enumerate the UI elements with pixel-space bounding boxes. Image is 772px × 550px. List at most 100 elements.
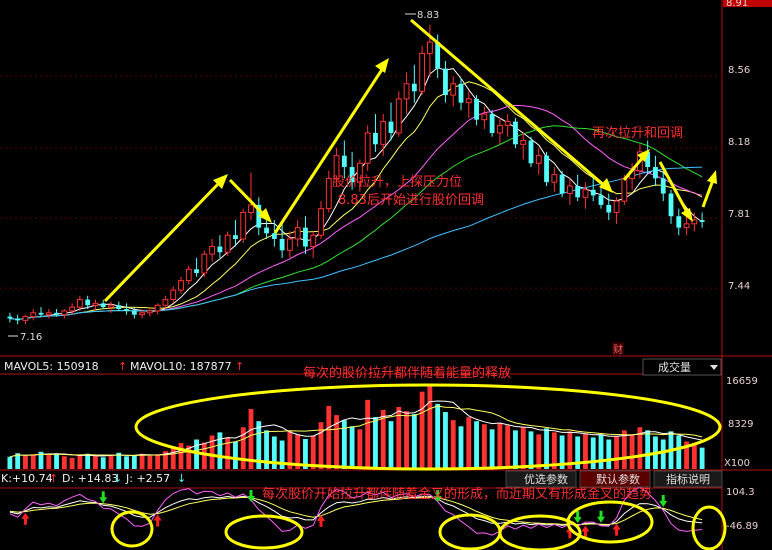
candle — [403, 72, 410, 115]
volume-bar — [645, 430, 651, 469]
volume-bar — [676, 435, 682, 469]
candle — [544, 151, 549, 186]
candle — [170, 286, 177, 304]
candle — [124, 303, 129, 315]
volume-bar — [435, 403, 441, 469]
up-arrow-icon: ↑ — [49, 472, 58, 485]
volume-bar — [209, 435, 215, 469]
candle — [465, 91, 472, 118]
indicator-select[interactable]: 成交量 — [642, 358, 722, 376]
candle — [668, 189, 674, 224]
kdj-j-line — [9, 486, 703, 536]
candle — [395, 91, 402, 137]
candle — [676, 208, 682, 236]
volume-bar — [69, 457, 75, 469]
low-price-label: 7.16 — [20, 332, 42, 343]
volume-bar — [583, 433, 588, 469]
tab-indicator-help[interactable]: 指标说明 — [653, 470, 723, 488]
volume-bar — [46, 454, 52, 469]
candle — [294, 220, 301, 247]
volume-bar — [684, 441, 689, 469]
volume-bar — [536, 434, 542, 469]
candle — [116, 301, 122, 311]
volume-bar — [544, 428, 549, 469]
arrow-dip-2 — [658, 161, 690, 215]
svg-text:指标说明: 指标说明 — [666, 472, 710, 486]
candle — [450, 76, 457, 107]
arrow-rally-3 — [622, 155, 646, 181]
volume-bar — [303, 438, 308, 469]
volume-bar — [15, 453, 21, 469]
volume-bar — [699, 447, 705, 469]
candle — [325, 170, 332, 213]
volume-bar — [310, 435, 316, 469]
volume-bar — [528, 431, 534, 469]
tab-optimized-params[interactable]: 优选参数 — [505, 470, 577, 488]
volume-tick: 8329 — [728, 419, 753, 430]
candle — [613, 197, 620, 224]
volume-unit: X100 — [724, 458, 750, 469]
candle — [496, 117, 503, 145]
indicator-select-value: 成交量 — [658, 360, 691, 374]
candle — [286, 231, 293, 258]
volume-bar — [419, 391, 425, 469]
candle — [271, 220, 277, 247]
high-low-labels: 8.83 7.16 财 — [8, 10, 624, 356]
candle — [69, 303, 76, 315]
volume-bar — [427, 384, 433, 469]
candle — [15, 314, 21, 325]
candle — [373, 114, 378, 152]
price-tick: 8.18 — [728, 137, 750, 148]
volume-bar — [341, 420, 347, 469]
annotation-rally-line2: 8.83后开始进行股价回调 — [338, 193, 484, 208]
annotation-volume: 每次的股价拉升都伴随着能量的释放 — [303, 365, 511, 381]
arrow-dip-1 — [228, 178, 268, 219]
golden-cross-arrow-icon — [612, 523, 621, 536]
golden-cross-arrow-icon — [21, 512, 30, 525]
golden-cross-arrow-icon — [317, 514, 325, 527]
volume-bar — [170, 447, 176, 469]
candle — [699, 212, 705, 228]
candle — [217, 235, 223, 258]
tab-default-params[interactable]: 默认参数 — [579, 470, 651, 488]
volume-bar — [23, 455, 28, 469]
volume-bar — [217, 432, 223, 469]
volume-bar — [147, 455, 153, 469]
kdj-k-label: K:+10.74 — [1, 472, 53, 485]
volume-bar — [606, 439, 612, 469]
price-tick-top: 8.91 — [726, 0, 748, 9]
up-arrow-icon: ↑ — [235, 360, 244, 373]
candle — [458, 78, 464, 111]
volume-bar — [334, 415, 339, 469]
volume-bar — [100, 457, 106, 469]
volume-bar — [155, 454, 161, 469]
price-axis: 8.91 8.56 8.18 7.81 7.44 — [723, 0, 772, 292]
volume-bar — [77, 455, 83, 469]
candle — [201, 250, 208, 277]
volume-bars — [7, 384, 705, 469]
candle — [380, 114, 387, 156]
ma10-line — [9, 81, 703, 320]
svg-text:优选参数: 优选参数 — [524, 472, 568, 486]
death-cross-arrow-icon — [99, 491, 108, 504]
golden-cross-arrow-icon — [581, 525, 590, 538]
volume-bar — [271, 436, 277, 469]
arrow-rally-4 — [701, 179, 715, 208]
volume-bar — [411, 414, 417, 469]
candle — [590, 178, 596, 202]
volume-bar — [139, 453, 145, 469]
volume-bar — [365, 399, 371, 469]
candle — [598, 185, 604, 209]
volume-bar — [124, 456, 129, 469]
candle — [535, 148, 542, 175]
volume-bar — [186, 445, 192, 469]
candle — [559, 170, 565, 198]
candle — [54, 309, 59, 317]
candle — [653, 155, 658, 186]
volume-bar — [108, 454, 114, 469]
volume-bar — [61, 456, 67, 469]
candle — [240, 208, 247, 243]
candle — [131, 307, 137, 319]
volume-bar — [233, 441, 238, 469]
volume-bar — [497, 423, 503, 469]
